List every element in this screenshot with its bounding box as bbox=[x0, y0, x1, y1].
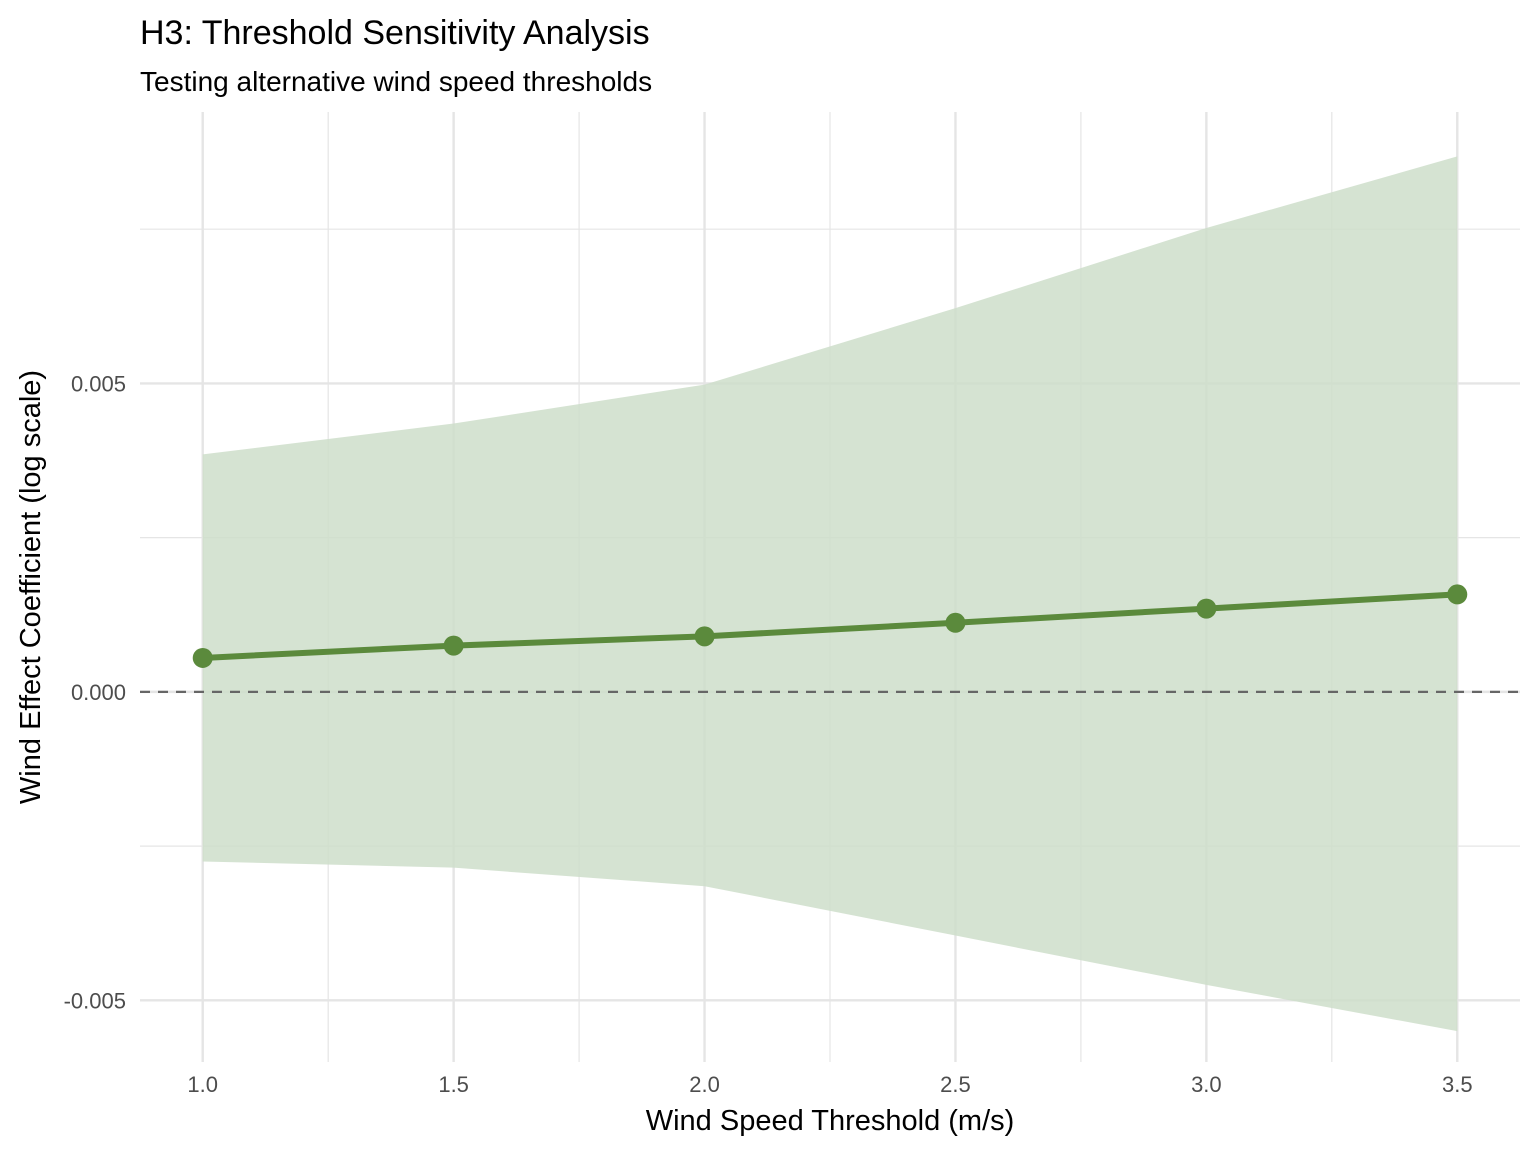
y-tick-label: -0.005 bbox=[64, 988, 126, 1013]
data-point bbox=[192, 647, 213, 668]
x-axis-title: Wind Speed Threshold (m/s) bbox=[646, 1105, 1015, 1137]
x-axis-ticks: 1.0 1.5 2.0 2.5 3.0 3.5 bbox=[187, 1072, 1472, 1097]
x-tick-label: 2.0 bbox=[689, 1072, 720, 1097]
x-tick-label: 1.0 bbox=[187, 1072, 218, 1097]
y-axis-ticks: -0.005 0.000 0.005 bbox=[64, 371, 126, 1013]
y-tick-label: 0.000 bbox=[71, 680, 126, 705]
confidence-ribbon bbox=[202, 156, 1458, 1032]
data-points bbox=[192, 584, 1468, 668]
data-point bbox=[945, 612, 966, 633]
data-point bbox=[443, 635, 464, 656]
y-tick-label: 0.005 bbox=[71, 371, 126, 396]
chart-subtitle: Testing alternative wind speed threshold… bbox=[140, 66, 652, 97]
x-tick-label: 1.5 bbox=[438, 1072, 469, 1097]
chart-title: H3: Threshold Sensitivity Analysis bbox=[140, 14, 650, 52]
data-point bbox=[694, 626, 715, 647]
coefficient-line bbox=[199, 591, 1461, 661]
series-line bbox=[199, 591, 1461, 661]
y-axis-title: Wind Effect Coefficient (log scale) bbox=[15, 370, 47, 804]
data-point bbox=[1196, 598, 1217, 619]
confidence-band bbox=[202, 156, 1458, 1032]
x-tick-label: 3.5 bbox=[1442, 1072, 1473, 1097]
data-point bbox=[1447, 584, 1468, 605]
x-tick-label: 2.5 bbox=[940, 1072, 971, 1097]
x-tick-label: 3.0 bbox=[1191, 1072, 1222, 1097]
